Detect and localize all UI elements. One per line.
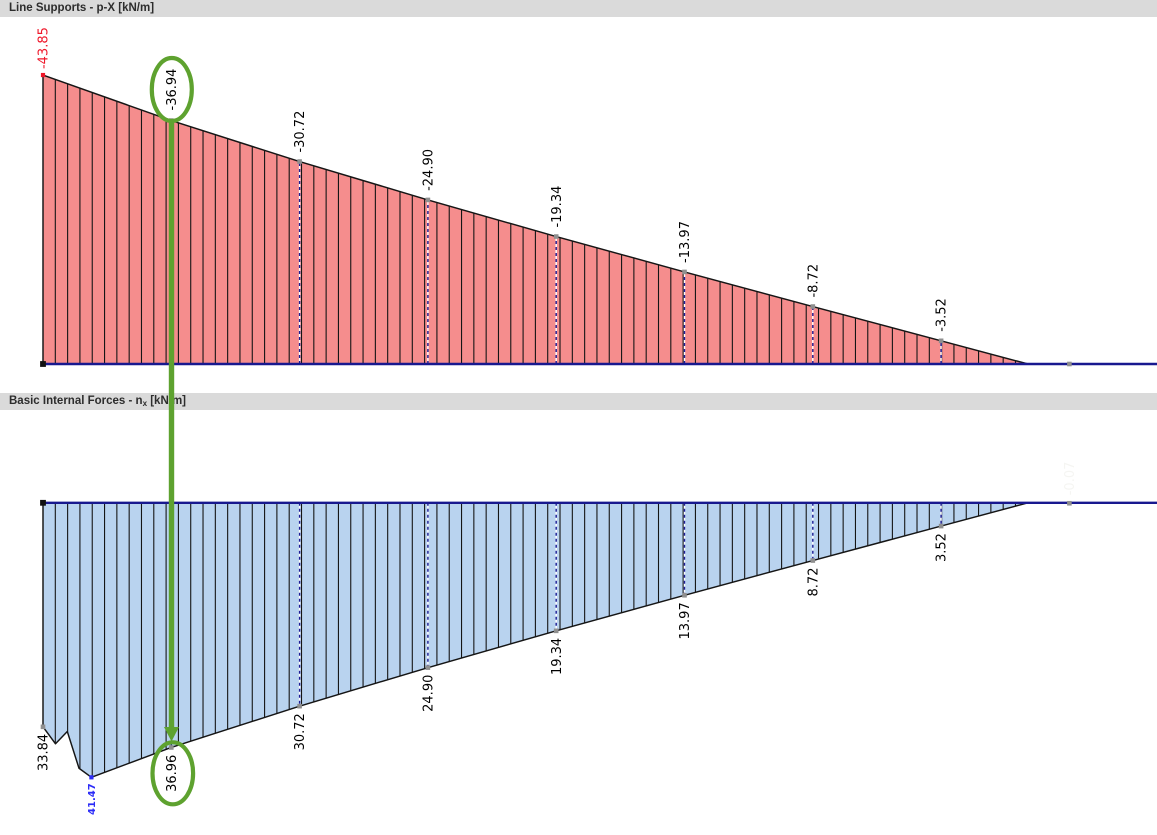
node-marker — [425, 197, 431, 203]
node-marker — [1067, 500, 1072, 506]
node-marker — [682, 269, 687, 275]
node-marker — [1067, 361, 1072, 367]
chart-nx: 33.84 41.47 36.96 30.72 24.90 19.34 13.97 8.72 3… — [37, 462, 1157, 815]
value-label: -24.90 — [421, 149, 436, 191]
node-marker — [40, 72, 46, 78]
node-marker — [810, 304, 816, 309]
node-marker — [938, 338, 944, 344]
node-marker — [169, 745, 174, 750]
area-outline — [42, 74, 1029, 365]
hatch-lines — [54, 502, 1017, 778]
value-label: 36.96 — [165, 755, 180, 792]
value-label: -19.34 — [550, 186, 565, 228]
value-label: 30.72 — [293, 713, 308, 750]
panel-title-subscript-x: x — [142, 399, 148, 408]
node-marker — [425, 665, 431, 670]
axis-origin-marker — [40, 499, 46, 506]
value-label: 24.90 — [421, 675, 436, 712]
highlight-ellipse-top — [149, 55, 194, 124]
node-marker — [40, 724, 46, 730]
node-marker — [89, 775, 94, 780]
value-label: -3.52 — [935, 298, 950, 332]
value-label: -0.07 — [1063, 462, 1078, 496]
highlight-ellipse-bottom — [150, 740, 196, 807]
node-marker — [553, 234, 559, 239]
area-outline — [42, 502, 1029, 779]
node-marker — [938, 523, 944, 529]
node-marker — [553, 628, 559, 634]
value-label: -36.94 — [165, 69, 180, 111]
value-label: 19.34 — [550, 638, 565, 675]
value-label: -13.97 — [678, 221, 693, 263]
node-marker — [297, 159, 302, 164]
value-label: 41.47 — [87, 783, 98, 815]
value-label: -8.72 — [806, 264, 821, 298]
panel-title-line-supports: Line Supports - p-X [kN/m] — [9, 2, 155, 14]
value-label: 8.72 — [806, 568, 821, 597]
node-marker — [682, 592, 687, 598]
panel-header-basic-internal-forces: Basic Internal Forces - nx [kN/m] — [0, 393, 1157, 410]
panel-header-line-supports: Line Supports - p-X [kN/m] — [0, 0, 1157, 17]
panel-title-basic-internal-forces: Basic Internal Forces - n — [9, 395, 143, 407]
annotation-arrow-head — [164, 727, 179, 742]
hatch-lines — [54, 79, 1017, 364]
chart-p-X: -43.85 -36.94 -30.72 -24.90 -19.34 -13.97 -8.7… — [37, 27, 1157, 367]
value-label: -43.85 — [37, 27, 52, 69]
value-label: 33.84 — [37, 734, 52, 771]
value-label: 13.97 — [678, 602, 693, 639]
node-marker — [297, 703, 302, 709]
panel-title-unit: [kN/m] — [147, 395, 187, 407]
value-label: 3.52 — [935, 533, 950, 562]
axis-origin-marker — [40, 361, 46, 367]
value-label: -30.72 — [293, 111, 308, 153]
node-marker — [810, 558, 816, 563]
